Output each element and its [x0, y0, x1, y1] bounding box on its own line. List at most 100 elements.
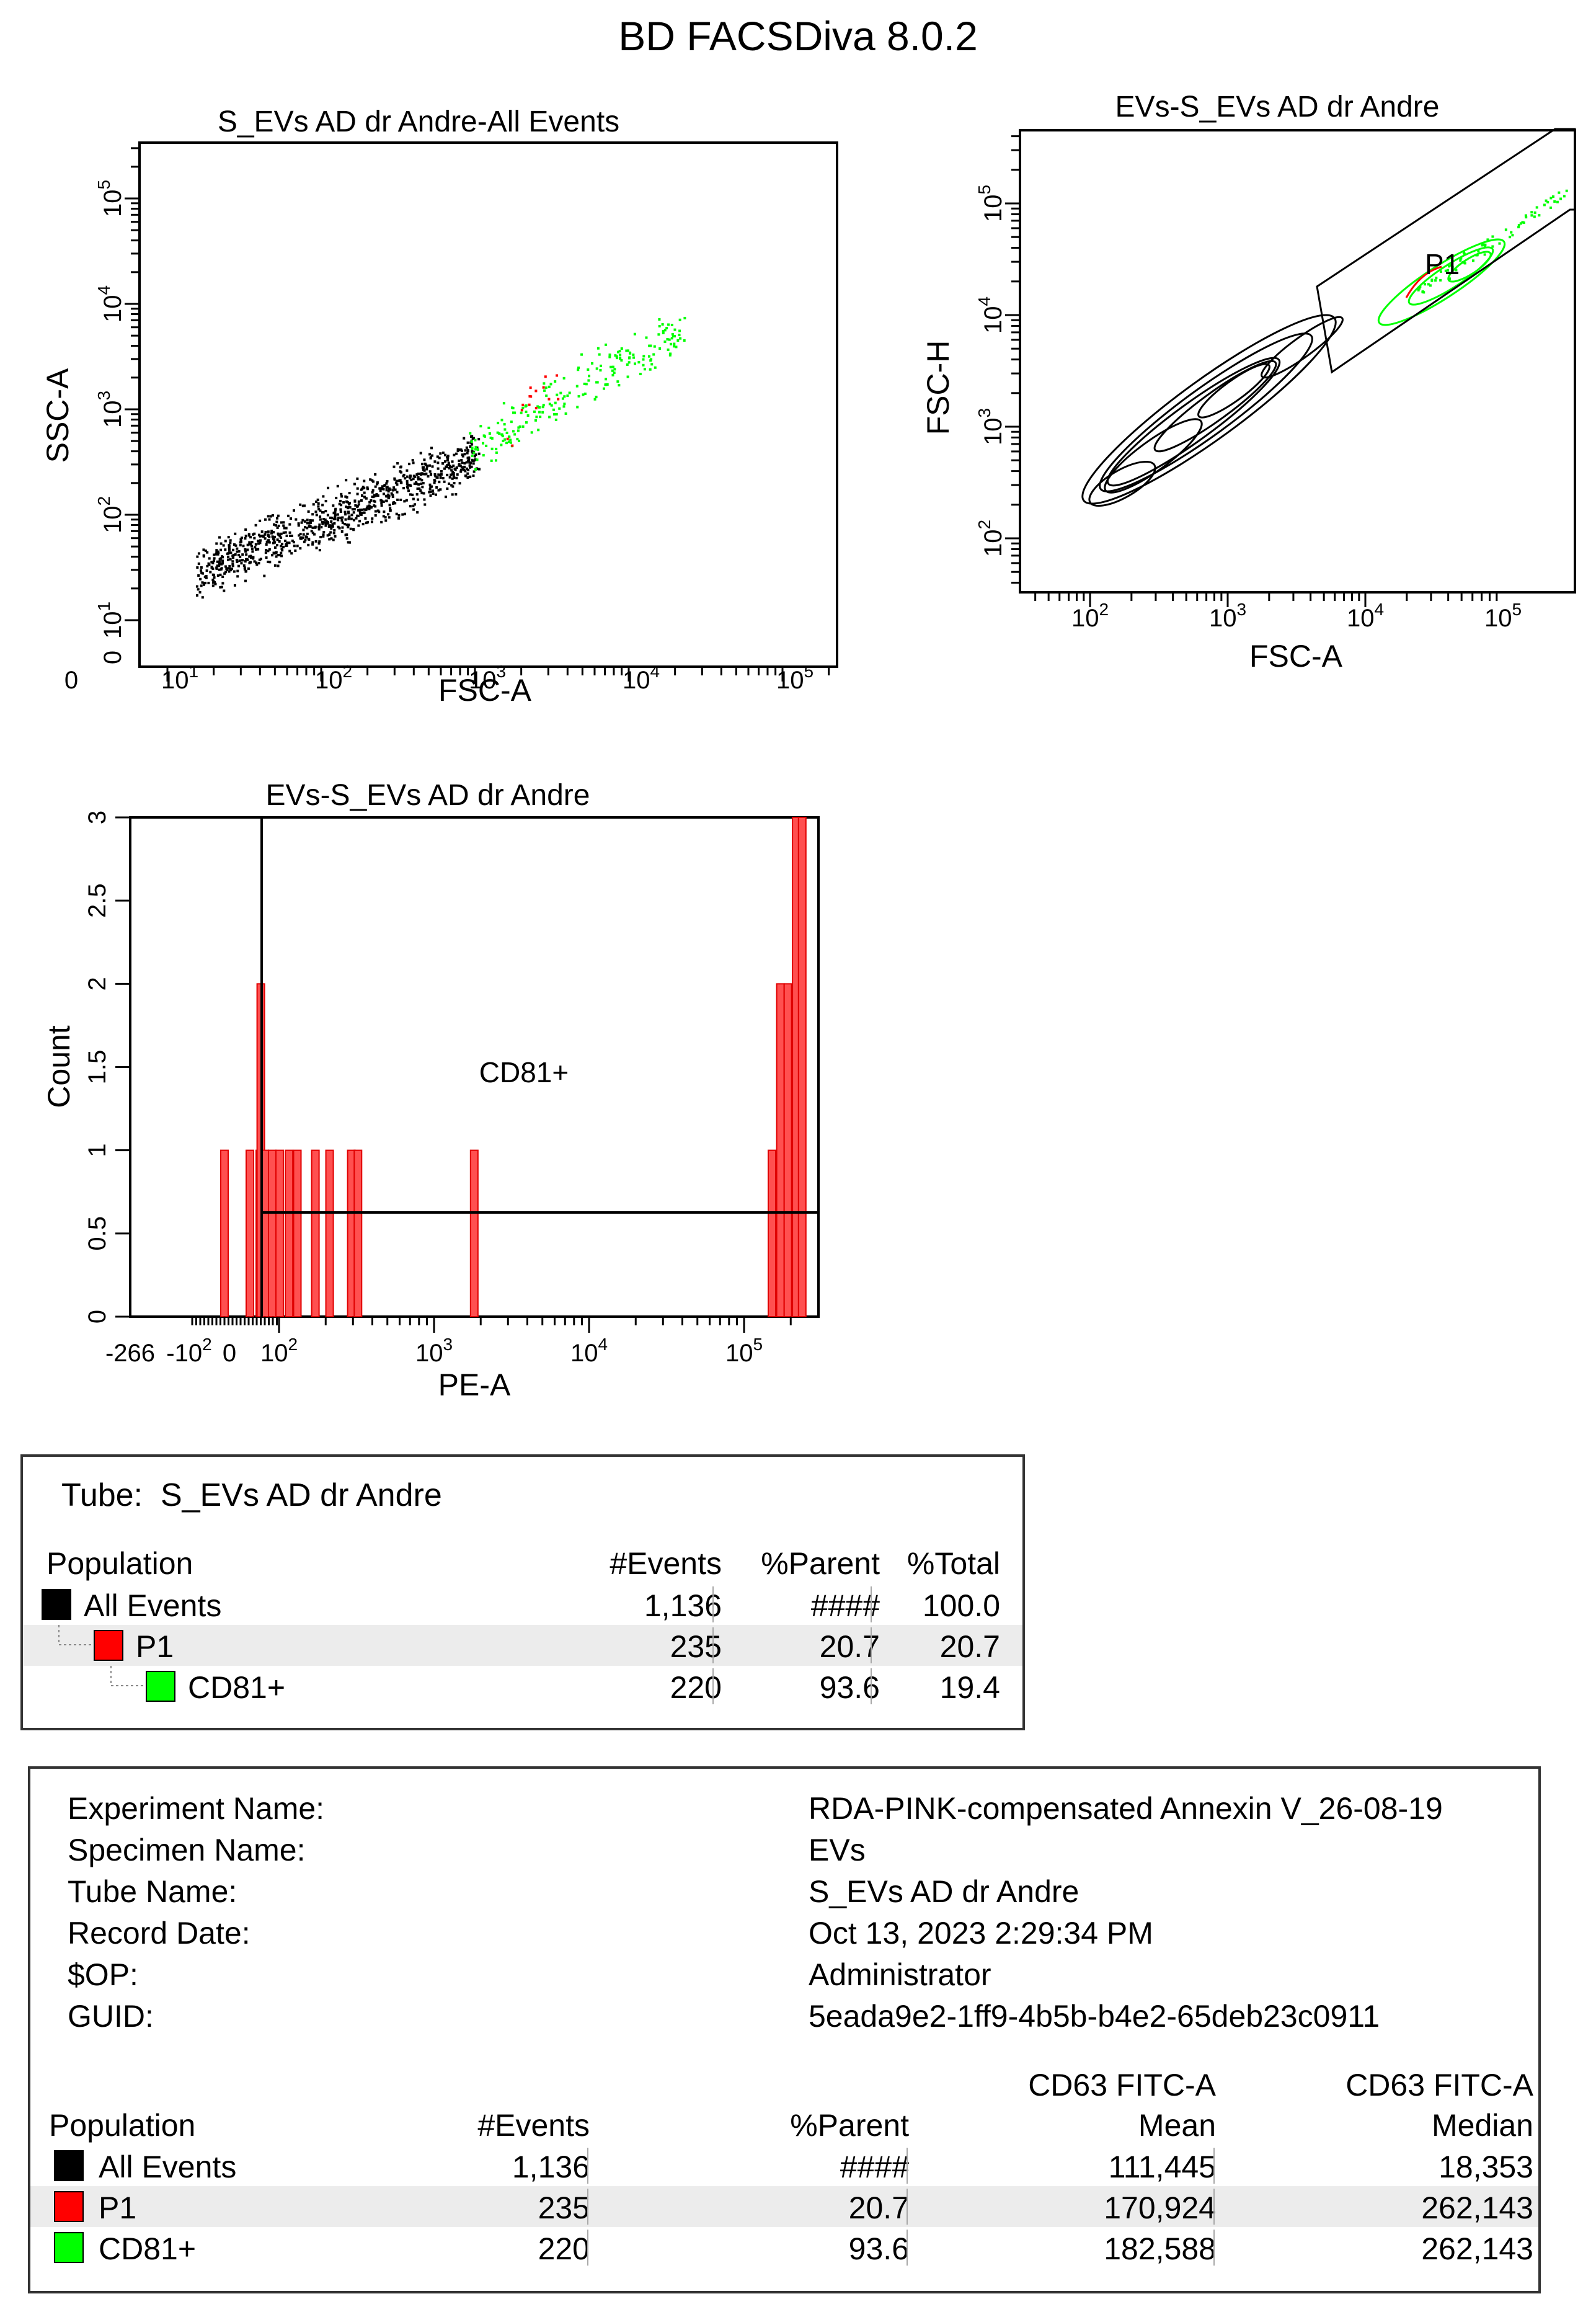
- tick-label: 0.5: [84, 1216, 111, 1251]
- scatter-point: [336, 513, 339, 516]
- histogram-pe-a[interactable]: EVs-S_EVs AD dr Andre CD81+ -266 -102 0 102…: [37, 769, 856, 1420]
- scatter-point: [471, 443, 474, 446]
- scatter-point: [302, 528, 305, 532]
- tick-label: 103: [1209, 600, 1246, 632]
- scatter-point: [244, 548, 247, 551]
- scatter-point: [232, 548, 235, 551]
- scatter-point: [206, 551, 209, 554]
- median-value: 262,143: [1421, 2231, 1533, 2266]
- scatter-point: [466, 451, 469, 455]
- scatter-point: [396, 498, 399, 501]
- scatter-point: [554, 380, 557, 383]
- scatter-point: [428, 483, 432, 486]
- scatter-point: [446, 473, 449, 476]
- scatter-point: [459, 448, 463, 451]
- scatter-point: [391, 489, 394, 492]
- contour-outlier-point: [1504, 228, 1507, 231]
- tick-label: 104: [94, 285, 126, 322]
- scatter-point: [321, 520, 324, 523]
- table-row[interactable]: P1 235 20.7 20.7: [23, 1625, 1022, 1666]
- scatter-point: [246, 548, 249, 551]
- scatter-point: [340, 530, 344, 533]
- scatter-point: [453, 453, 456, 456]
- column-divider: [871, 1627, 872, 1663]
- scatter-point: [219, 557, 223, 560]
- scatter-point: [267, 530, 270, 533]
- contour-plot-fsc-h[interactable]: EVs-S_EVs AD dr Andre P1 102 103 104 105 102…: [918, 87, 1581, 682]
- scatter-point: [311, 519, 314, 522]
- scatter-point: [463, 437, 466, 440]
- scatter-point: [306, 532, 309, 535]
- scatter-point: [526, 414, 530, 417]
- scatter-point: [446, 455, 450, 458]
- scatter-point: [476, 448, 479, 451]
- contour-outlier-point: [1524, 214, 1527, 217]
- table-row[interactable]: CD81+ 220 93.6 19.4: [23, 1666, 1022, 1707]
- scatter-point: [566, 394, 569, 398]
- table-row[interactable]: CD81+ 220 93.6 182,588 262,143: [30, 2227, 1538, 2268]
- scatter-point: [406, 475, 409, 478]
- scatter-point: [675, 345, 678, 349]
- scatter-point: [508, 435, 511, 438]
- scatter-point: [272, 531, 275, 534]
- operator-label: $OP:: [68, 1957, 138, 1992]
- scatter-point: [430, 485, 433, 488]
- scatter-point: [282, 524, 285, 527]
- scatter-point: [417, 498, 420, 501]
- scatter-point: [448, 482, 451, 485]
- table-row[interactable]: P1 235 20.7 170,924 262,143: [30, 2186, 1538, 2227]
- scatter-point: [538, 411, 541, 414]
- contour-outlier-point: [1462, 251, 1465, 254]
- scatter-point: [307, 543, 310, 546]
- scatter-point: [272, 537, 275, 540]
- scatter-point: [280, 521, 283, 524]
- scatter-point: [219, 567, 223, 571]
- scatter-point: [363, 479, 366, 483]
- scatter-point: [387, 493, 390, 496]
- scatter-point: [271, 535, 274, 538]
- mean-value: 170,924: [1104, 2191, 1216, 2225]
- tick-label: 103: [415, 1335, 453, 1367]
- scatter-point: [226, 558, 229, 561]
- scatter-point: [557, 398, 560, 401]
- mean-value: 182,588: [1104, 2231, 1216, 2266]
- scatter-point: [564, 412, 567, 415]
- scatter-point: [345, 537, 348, 540]
- scatter-plot-fsc-ssc[interactable]: S_EVs AD dr Andre-All Events 0 101 102 103 1…: [37, 93, 856, 713]
- scatter-point: [412, 497, 415, 500]
- contour-outlier-point: [1521, 221, 1524, 224]
- contour-outlier-point: [1481, 244, 1484, 247]
- table-row[interactable]: All Events 1,136 #### 100.0: [23, 1584, 1022, 1625]
- scatter-point: [273, 541, 277, 544]
- scatter-point: [317, 525, 321, 528]
- population-color-swatch: [42, 1589, 71, 1620]
- scatter-point: [315, 546, 318, 549]
- scatter-point: [288, 541, 291, 545]
- table-row[interactable]: All Events 1,136 #### 111,445 18,353: [30, 2145, 1538, 2186]
- scatter-point: [360, 509, 363, 512]
- events-value: 220: [538, 2231, 590, 2266]
- scatter-point: [524, 405, 527, 408]
- scatter-point: [363, 496, 366, 499]
- scatter-point: [219, 573, 222, 576]
- scatter-point: [246, 558, 249, 561]
- scatter-point: [224, 565, 227, 568]
- scatter-point: [275, 543, 278, 546]
- scatter-point: [558, 407, 561, 410]
- scatter-point: [275, 555, 278, 558]
- scatter-point: [446, 463, 449, 466]
- scatter-point: [267, 540, 270, 543]
- y-axis-label: FSC-H: [921, 340, 955, 435]
- scatter-point: [317, 542, 321, 545]
- histogram-bar: [768, 1149, 777, 1318]
- scatter-point: [642, 363, 645, 367]
- scatter-point: [337, 518, 340, 522]
- scatter-point: [458, 459, 461, 462]
- scatter-point: [545, 394, 548, 398]
- scatter-point: [428, 464, 432, 467]
- scatter-point: [482, 442, 485, 445]
- scatter-point: [309, 525, 312, 528]
- scatter-point: [428, 487, 432, 491]
- scatter-point: [366, 521, 369, 524]
- scatter-point: [211, 561, 215, 564]
